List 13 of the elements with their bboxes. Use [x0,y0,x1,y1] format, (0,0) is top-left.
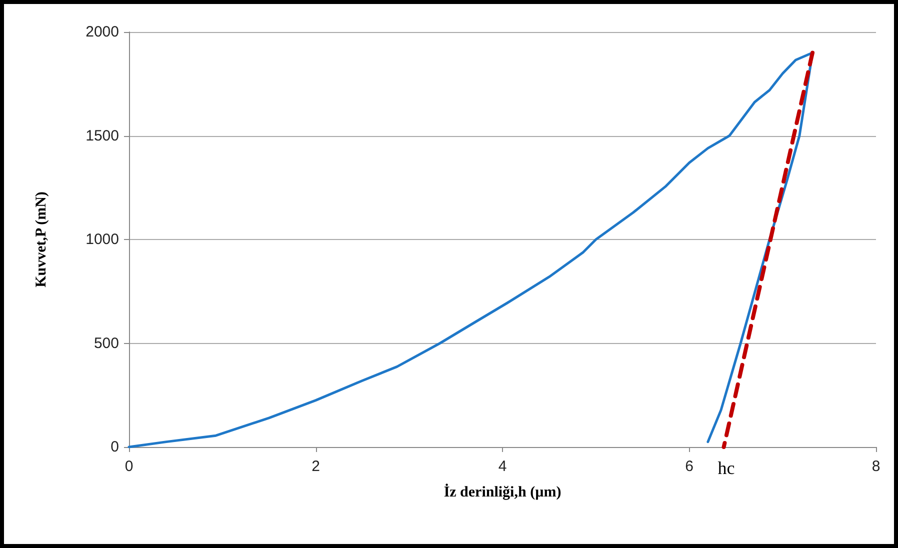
x-tick-label: 2 [312,458,320,475]
y-tick-label: 1000 [86,231,119,248]
x-tick-label: 4 [498,458,507,475]
y-tick-label: 0 [110,438,119,456]
y-axis-title: Kuvvet,P (mN) [34,192,50,288]
x-tick-label: 0 [124,458,134,475]
y-tick-label: 1500 [86,127,119,144]
y-tick-label: 2000 [86,24,119,40]
x-tick-label: 8 [872,458,880,475]
y-tick-label: 500 [94,334,119,352]
x-axis-title: İz derinliği,h (µm) [444,484,562,500]
annotation: hc [718,458,735,478]
x-tick-label: 6 [685,458,694,475]
